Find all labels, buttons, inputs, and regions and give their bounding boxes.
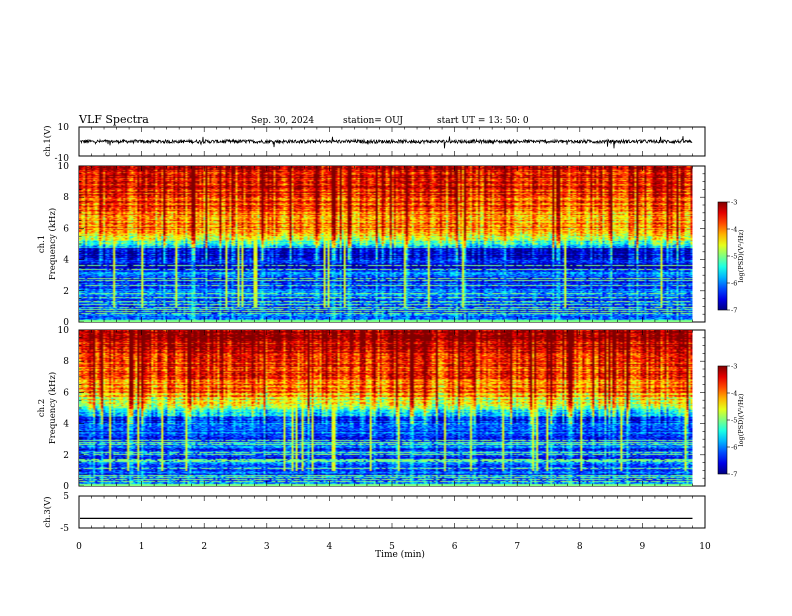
ch1-colorbar: -3 -4 -5 -6 -7 log(PSD)(V²/Hz): [717, 199, 745, 315]
y-tick-label: 4: [63, 420, 69, 430]
colorbar-label: log(PSD)(V²/Hz): [737, 229, 745, 282]
ch2-spec-ylabel-channel: ch.2: [37, 399, 47, 417]
ch2-spec-ylabel-frequency: Frequency (kHz): [47, 372, 58, 444]
y-tick-label: 4: [63, 256, 69, 266]
header-station: station= OUJ: [343, 116, 403, 126]
ch1-wave-ytick-bottom: -10: [55, 154, 70, 164]
ch1-spec-ylabel-channel: ch.1: [37, 235, 47, 253]
y-tick-label: 0: [63, 482, 69, 492]
time-axis: 0 1 2 3 4 5 6 7 8 9 10: [76, 542, 711, 552]
x-tick-label: 5: [389, 542, 395, 552]
colorbar-tick-label: -7: [731, 307, 737, 315]
y-tick-label: 6: [63, 388, 69, 398]
colorbar-tick-label: -5: [731, 417, 737, 425]
x-tick-label: 6: [452, 542, 458, 552]
colorbar-tick-label: -6: [731, 280, 737, 288]
y-tick-label: 0: [63, 318, 69, 328]
y-tick-label: 2: [63, 287, 69, 297]
x-tick-label: 7: [514, 542, 520, 552]
y-tick-label: 8: [63, 357, 69, 367]
x-tick-label: 4: [327, 542, 333, 552]
x-axis-label: Time (min): [375, 549, 425, 560]
colorbar-tick-label: -7: [731, 471, 737, 479]
ch3-wave-ytick-bottom: -5: [60, 524, 69, 534]
header-date: Sep. 30, 2024: [251, 116, 314, 126]
y-tick-label: 8: [63, 193, 69, 203]
x-tick-label: 0: [76, 542, 82, 552]
ch1-wave-ytick-top: 10: [58, 123, 70, 133]
ch1-spec-ylabel-frequency: Frequency (kHz): [47, 208, 58, 280]
colorbar-label: log(PSD)(V²/Hz): [737, 393, 745, 446]
x-tick-label: 10: [699, 542, 711, 552]
colorbar-scale: [717, 201, 728, 311]
ch2-spectrogram-panel: [78, 329, 706, 487]
ch3-wave-ytick-top: 5: [63, 492, 69, 502]
header-start: start UT = 13: 50: 0: [437, 116, 529, 126]
ch1-spectrogram-image: [79, 166, 693, 322]
y-tick-label: 10: [58, 326, 70, 336]
colorbar-tick-label: -3: [731, 363, 737, 371]
x-tick-label: 8: [577, 542, 583, 552]
y-tick-label: 2: [63, 451, 69, 461]
colorbar-tick-label: -4: [731, 226, 737, 234]
x-tick-label: 3: [264, 542, 270, 552]
colorbar-scale: [717, 365, 728, 475]
figure-title: VLF Spectra: [78, 113, 149, 126]
ch2-colorbar: -3 -4 -5 -6 -7 log(PSD)(V²/Hz): [717, 363, 745, 479]
y-tick-label: 10: [58, 162, 70, 172]
colorbar-tick-label: -4: [731, 390, 737, 398]
ch3-waveform-ylabel: ch.3(V): [42, 496, 53, 527]
panel-ticks: [78, 127, 706, 528]
colorbar-tick-label: -5: [731, 253, 737, 261]
x-tick-label: 2: [201, 542, 207, 552]
ch2-spectrogram-image: [79, 330, 693, 486]
ch1-spectrogram-panel: [78, 165, 706, 323]
x-tick-label: 9: [640, 542, 646, 552]
x-tick-label: 1: [139, 542, 145, 552]
ch1-waveform-trace: [79, 136, 693, 149]
y-tick-label: 6: [63, 224, 69, 234]
colorbar-tick-label: -3: [731, 199, 737, 207]
ch1-waveform-ylabel: ch.1(V): [42, 125, 53, 156]
colorbar-tick-label: -6: [731, 444, 737, 452]
